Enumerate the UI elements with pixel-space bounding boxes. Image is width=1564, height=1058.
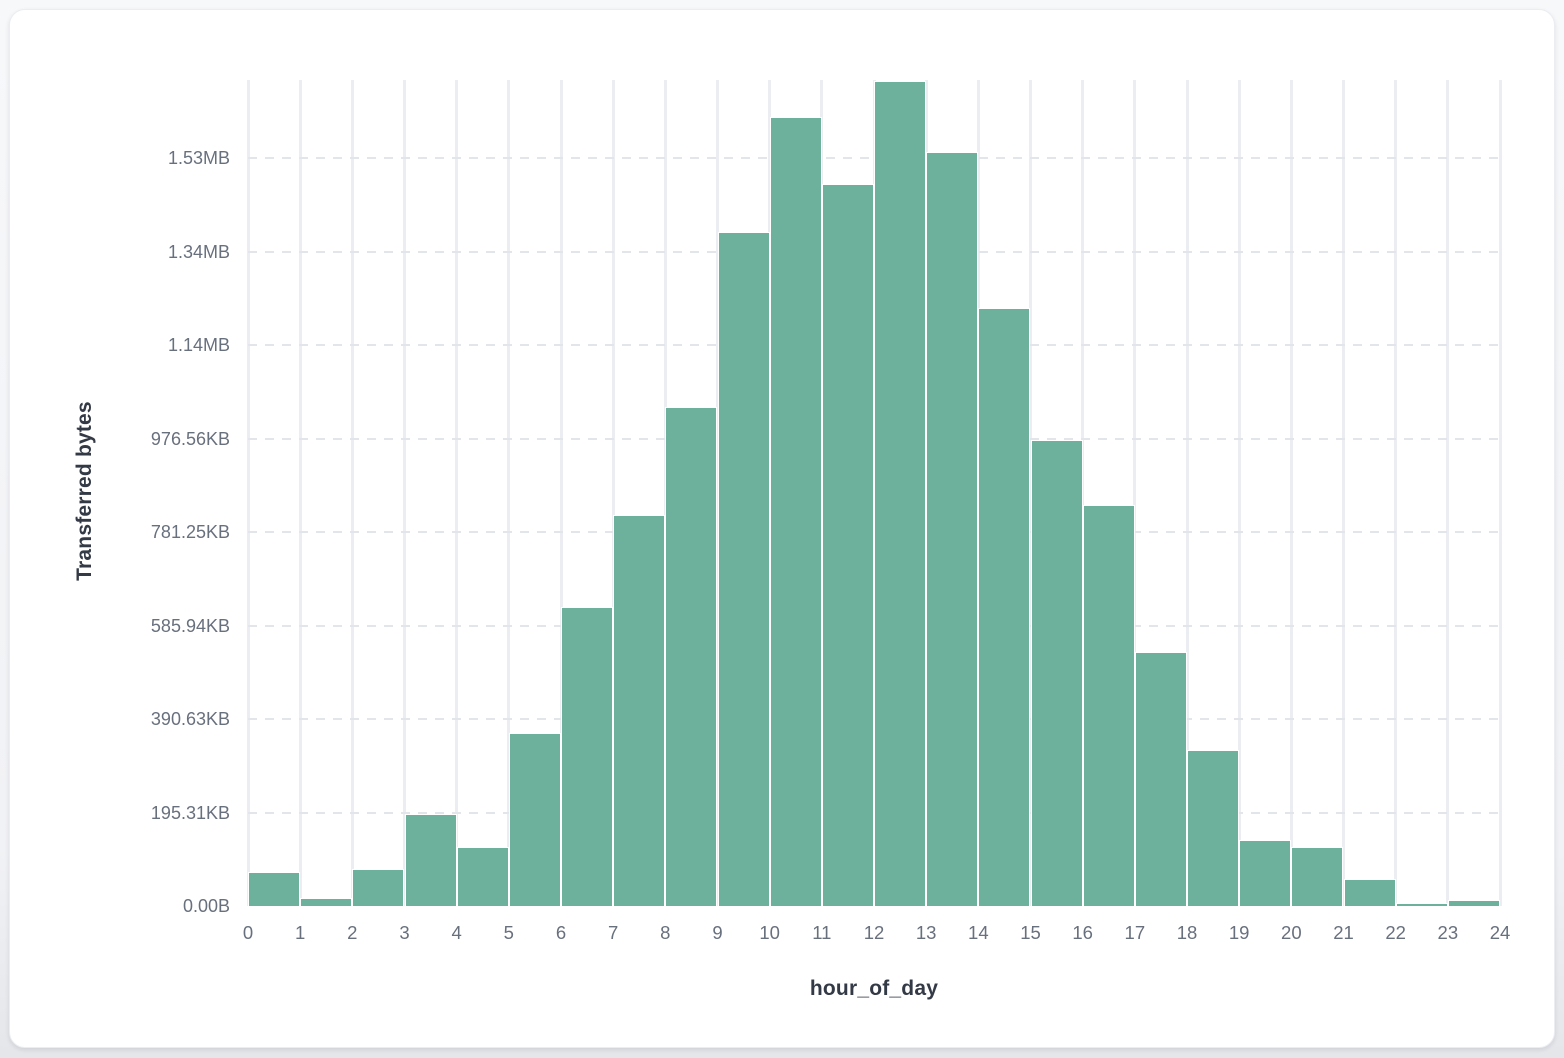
bar-hour-10[interactable]	[769, 116, 822, 906]
x-tick-label: 2	[347, 922, 358, 943]
bar-hour-6[interactable]	[561, 606, 614, 906]
x-tick-label: 1	[295, 922, 306, 943]
x-tick-label: 19	[1228, 922, 1250, 943]
x-tick-label: 12	[863, 922, 885, 943]
x-tick-label: 21	[1333, 922, 1354, 943]
x-tick-label: 20	[1281, 922, 1302, 943]
vertical-gridline	[1237, 80, 1241, 906]
vertical-gridline	[403, 80, 406, 906]
x-tick-label: 9	[712, 922, 723, 943]
y-tick-label: 1.14MB	[167, 335, 230, 356]
y-tick-label: 0.00B	[182, 896, 230, 916]
x-tick-label: 8	[660, 922, 671, 943]
vertical-gridline	[455, 80, 459, 906]
y-tick-label: 390.63KB	[150, 709, 230, 730]
bar-hour-17[interactable]	[1134, 651, 1187, 906]
x-tick-label: 24	[1489, 922, 1511, 943]
y-tick-label: 1.53MB	[167, 148, 230, 169]
plot-area	[246, 80, 1502, 906]
x-tick-label: 15	[1020, 922, 1041, 943]
bar-hour-0[interactable]	[248, 871, 301, 906]
vertical-gridline	[1446, 80, 1450, 906]
bar-hour-14[interactable]	[978, 307, 1031, 906]
bar-hour-20[interactable]	[1291, 846, 1344, 906]
y-tick-label: 781.25KB	[150, 522, 230, 543]
vertical-gridline	[1133, 80, 1137, 906]
vertical-gridline	[1289, 80, 1293, 906]
x-tick-label: 10	[759, 922, 780, 943]
x-tick-label: 0	[242, 922, 254, 943]
bar-hour-9[interactable]	[717, 231, 770, 906]
bar-hour-12[interactable]	[874, 81, 927, 906]
vertical-gridline	[1498, 80, 1502, 906]
vertical-gridline	[1081, 80, 1085, 906]
x-tick-label: 3	[399, 922, 410, 943]
x-tick-label: 22	[1385, 922, 1406, 943]
x-tick-label: 18	[1176, 922, 1198, 943]
y-tick-label: 1.34MB	[167, 241, 230, 262]
vertical-gridline	[611, 80, 615, 906]
bar-hour-22[interactable]	[1395, 902, 1448, 906]
x-tick-label: 14	[968, 922, 989, 943]
vertical-gridline	[246, 80, 250, 906]
bar-hour-1[interactable]	[300, 898, 353, 906]
vertical-gridline	[1394, 80, 1398, 906]
vertical-gridline	[298, 80, 302, 906]
bar-hour-5[interactable]	[508, 733, 561, 906]
bar-hour-3[interactable]	[404, 814, 457, 906]
bar-hour-8[interactable]	[665, 406, 718, 906]
vertical-gridline	[1342, 80, 1345, 906]
chart-card: Transferred bytes hour_of_day 0.00B 195.3…	[9, 9, 1555, 1048]
x-tick-label: 16	[1072, 922, 1093, 943]
bar-hour-16[interactable]	[1082, 505, 1135, 906]
x-tick-label: 7	[608, 922, 619, 943]
vertical-gridline	[559, 80, 563, 906]
bar-hour-18[interactable]	[1187, 750, 1240, 906]
x-tick-label: 5	[503, 922, 514, 943]
x-axis-title: hour_of_day	[809, 977, 939, 1000]
x-tick-label: 13	[915, 922, 937, 943]
bar-hour-7[interactable]	[613, 515, 666, 906]
bar-hour-21[interactable]	[1343, 879, 1396, 906]
y-tick-label: 585.94KB	[150, 615, 230, 636]
bar-hour-13[interactable]	[926, 151, 979, 906]
vertical-gridline	[350, 80, 354, 906]
x-tick-label: 6	[555, 922, 567, 943]
vertical-gridline	[507, 80, 511, 906]
y-tick-label: 195.31KB	[150, 802, 230, 823]
x-tick-label: 23	[1437, 922, 1459, 943]
bar-hour-2[interactable]	[352, 869, 405, 906]
bar-hour-19[interactable]	[1239, 839, 1292, 906]
bar-hour-4[interactable]	[456, 846, 509, 906]
vertical-gridline	[1185, 80, 1189, 906]
bar-hour-11[interactable]	[821, 184, 874, 906]
x-tick-label: 17	[1124, 922, 1146, 943]
x-tick-label: 4	[451, 922, 462, 943]
bar-hour-15[interactable]	[1030, 439, 1083, 906]
y-tick-label: 976.56KB	[150, 428, 230, 449]
x-tick-label: 11	[812, 922, 832, 943]
bar-hour-23[interactable]	[1447, 899, 1500, 906]
